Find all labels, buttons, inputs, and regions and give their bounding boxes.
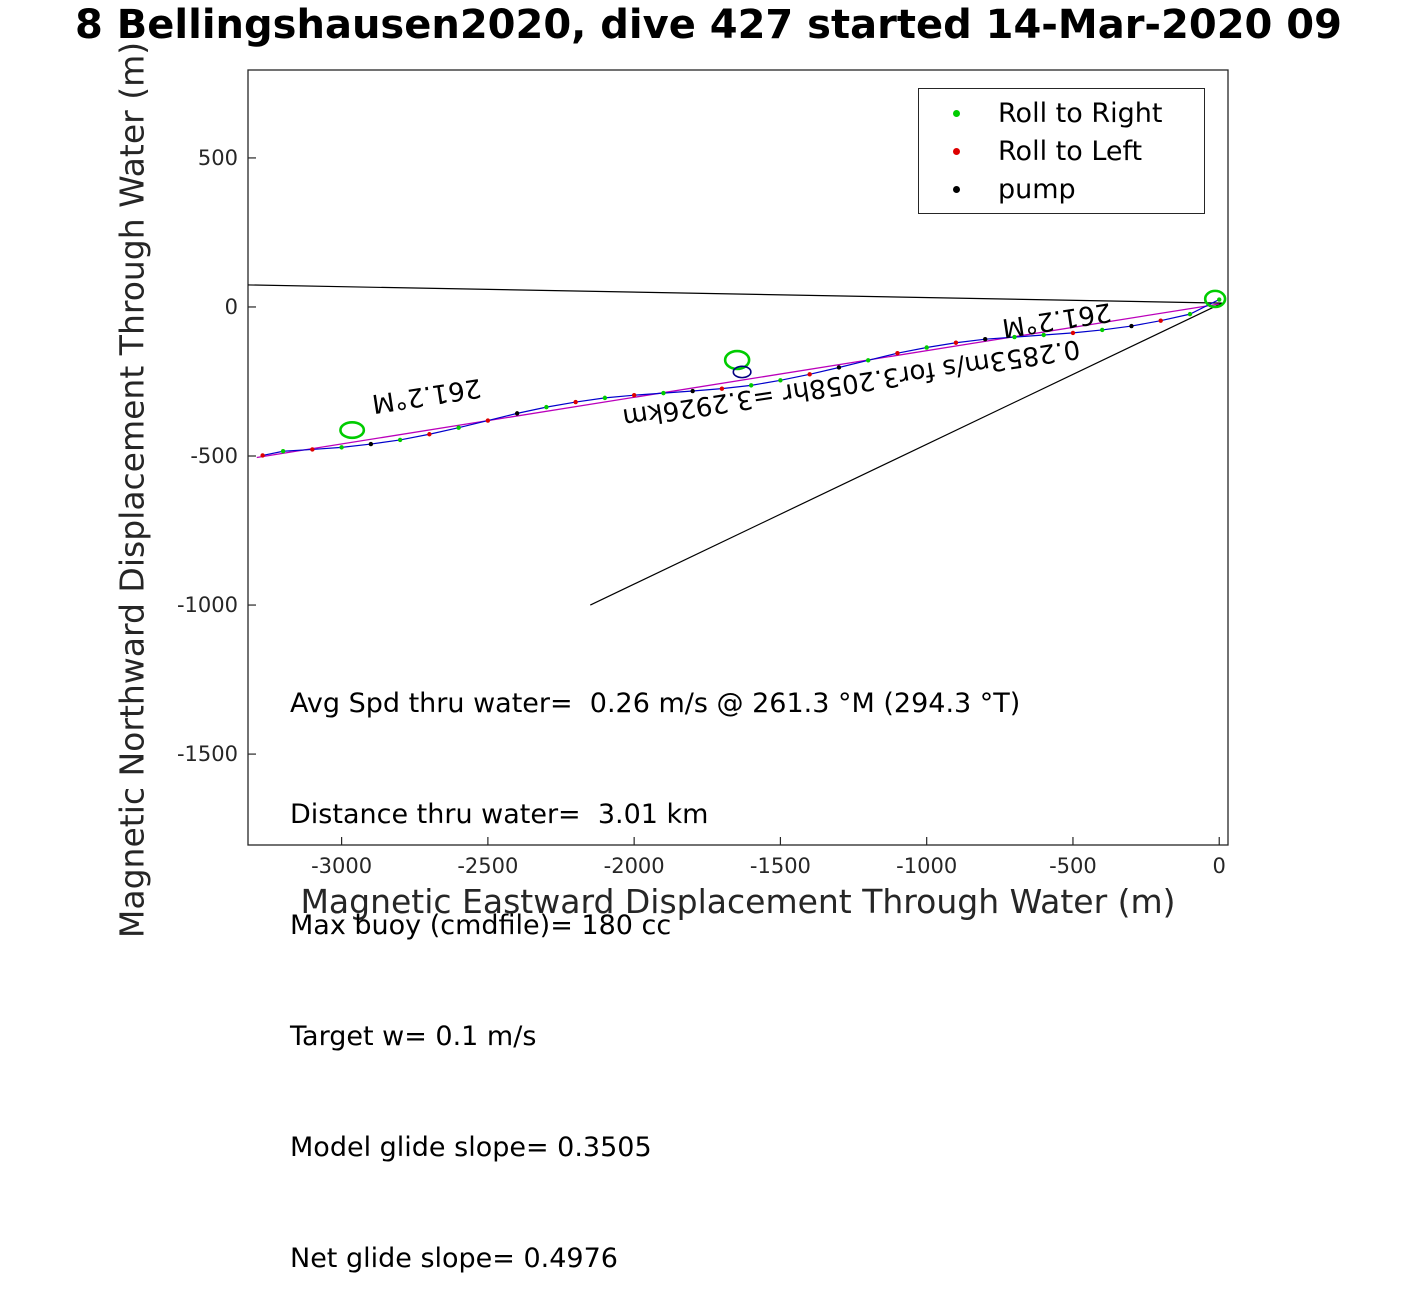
dive-stats-block: Avg Spd thru water= 0.26 m/s @ 261.3 °M …	[290, 611, 1020, 1314]
track-marker-right	[1217, 297, 1222, 302]
y-tick-label: -500	[190, 444, 238, 468]
y-tick-label: 0	[225, 295, 238, 319]
rotated-annotation: 261.2°M	[370, 372, 483, 418]
stat-net-glide: Net glide slope= 0.4976	[290, 1243, 618, 1274]
track-marker-right	[778, 378, 783, 383]
track-marker-pump	[690, 388, 695, 394]
track-marker-right	[748, 383, 754, 388]
track-loop	[1203, 289, 1227, 309]
track-marker-left	[631, 393, 637, 398]
track-marker-pump	[982, 336, 988, 342]
track-marker-right	[280, 449, 286, 454]
track-marker-right	[924, 345, 929, 350]
legend-label: Roll to Right	[998, 97, 1163, 129]
figure-title: 8 Bellingshausen2020, dive 427 started 1…	[75, 2, 1342, 48]
bearing-fan-lower	[590, 302, 1223, 606]
track-marker-left	[310, 447, 315, 452]
track-marker-left	[1158, 318, 1163, 323]
track-marker-left	[895, 350, 900, 356]
figure-window: { "legend": { "items": [ {"label": "Roll…	[75, 2, 1342, 1274]
track-marker-left	[807, 372, 812, 377]
track-marker-right	[1100, 327, 1105, 333]
rotated-annotation: 261.2°M	[1000, 296, 1113, 342]
track-marker-pump	[368, 441, 374, 447]
distance-through-water-line	[256, 303, 1220, 459]
x-tick-label: -1500	[750, 854, 811, 878]
bearing-fan-upper	[247, 284, 1223, 304]
stat-distance: Distance thru water= 3.01 km	[290, 799, 709, 830]
legend-label: Roll to Left	[998, 135, 1143, 167]
x-tick-label: 0	[1213, 854, 1226, 878]
x-tick-label: -2500	[457, 854, 518, 878]
track-loop	[732, 365, 752, 379]
track-marker-pump	[1129, 323, 1134, 329]
y-tick-label: -1500	[177, 742, 238, 766]
axes-box	[247, 69, 1229, 846]
track-marker-left	[573, 399, 578, 405]
track-marker-right	[1012, 334, 1017, 340]
track-marker-right	[1041, 332, 1046, 338]
pump-marker-icon	[953, 185, 960, 193]
y-tick-label: -1000	[177, 593, 238, 617]
stat-model-glide: Model glide slope= 0.3505	[290, 1132, 652, 1163]
legend-item-pump: pump	[919, 174, 1204, 205]
track-marker-left	[260, 453, 265, 458]
roll-left-marker-icon	[953, 147, 960, 155]
track-marker-left	[1070, 330, 1076, 336]
track-marker-right	[1187, 311, 1193, 317]
track-marker-right	[397, 437, 403, 443]
roll-right-marker-icon	[953, 109, 960, 117]
track-marker-right	[339, 445, 344, 450]
x-axis-label: Magnetic Eastward Displacement Through W…	[300, 882, 1176, 921]
track-marker-pump	[836, 365, 842, 370]
stat-target-w: Target w= 0.1 m/s	[290, 1021, 537, 1052]
legend-item-roll-right: Roll to Right	[919, 98, 1204, 129]
x-tick-label: -500	[1049, 854, 1097, 878]
track-line	[262, 298, 1220, 457]
track-marker-left	[719, 386, 725, 391]
track-marker-right	[602, 395, 608, 401]
legend-box: Roll to Right Roll to Left pump	[918, 88, 1205, 214]
x-tick-label: -3000	[311, 854, 372, 878]
track-marker-left	[953, 340, 959, 345]
track-marker-right	[865, 358, 871, 363]
track-marker-right	[661, 390, 666, 396]
track-marker-right	[456, 425, 461, 430]
track-marker-left	[485, 418, 491, 423]
x-tick-label: -2000	[604, 854, 665, 878]
track-loop	[723, 349, 751, 371]
plot-area: -3000 -2500 -2000 -1500 -1000 -500 0 500 0 -500 -1…	[177, 69, 1229, 878]
legend-item-roll-left: Roll to Left	[919, 136, 1204, 167]
x-tick-label: -1000	[896, 854, 957, 878]
y-tick-label: 500	[198, 146, 238, 170]
track-marker-pump	[514, 411, 520, 416]
y-axis-label: Magnetic Northward Displacement Through …	[112, 41, 152, 939]
rotated-annotation: 0.2853m/s for3.2058hr =3.2926km	[621, 333, 1082, 433]
track-marker-right	[544, 404, 549, 410]
stat-avg-speed: Avg Spd thru water= 0.26 m/s @ 261.3 °M …	[290, 688, 1021, 719]
track-loop	[339, 421, 366, 440]
legend-label: pump	[998, 173, 1076, 205]
track-marker-left	[427, 432, 432, 437]
stat-max-buoy: Max buoy (cmdfile)= 180 cc	[290, 910, 672, 941]
